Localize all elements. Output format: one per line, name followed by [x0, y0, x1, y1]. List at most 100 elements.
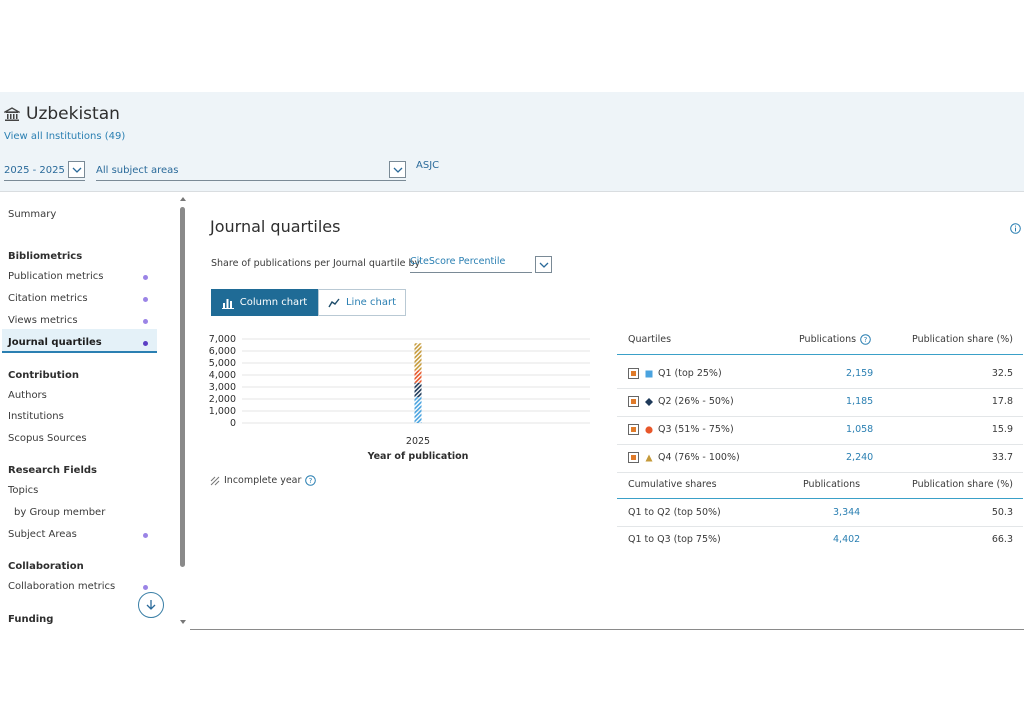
- row-label-q1: Q1 (top 25%): [658, 368, 722, 379]
- x-axis-title: Year of publication: [367, 451, 469, 462]
- help-icon[interactable]: ?: [305, 475, 317, 486]
- title-row: Uzbekistan: [4, 104, 120, 124]
- info-icon[interactable]: [1010, 223, 1021, 234]
- row-divider: [617, 526, 1023, 527]
- series-toggle-checkbox-q1[interactable]: [628, 368, 639, 379]
- subject-area-select[interactable]: All subject areas: [96, 161, 406, 181]
- sidebar-item-by-group-member[interactable]: by Group member: [14, 507, 106, 518]
- line-chart-icon: [328, 298, 340, 307]
- svg-text:?: ?: [864, 336, 868, 344]
- asjc-classification-link[interactable]: ASJC: [416, 160, 440, 171]
- sidebar-item-authors[interactable]: Authors: [8, 390, 47, 401]
- col-header-quartiles: Quartiles: [628, 334, 672, 345]
- row-pubs-q2[interactable]: 1,185: [846, 396, 874, 407]
- col-header-cum-publications: Publications: [803, 479, 861, 490]
- bottom-divider: [190, 629, 1024, 630]
- row-label-q4: Q4 (76% - 100%): [658, 452, 740, 463]
- view-all-institutions-link[interactable]: View all Institutions (49): [4, 131, 126, 142]
- percentile-dropdown[interactable]: [535, 256, 552, 273]
- series-toggle-checkbox-q4[interactable]: [628, 452, 639, 463]
- row-pubs-q3[interactable]: 1,058: [846, 424, 874, 435]
- cum-row-label: Q1 to Q2 (top 50%): [628, 507, 721, 518]
- row-share-q2: 17.8: [991, 396, 1013, 407]
- scroll-up-arrow[interactable]: [180, 197, 186, 201]
- percentile-value: CiteScore Percentile: [410, 256, 506, 267]
- y-tick-label: 0: [230, 418, 236, 429]
- y-tick-label: 6,000: [209, 346, 236, 357]
- sidebar-scrollbar[interactable]: [180, 207, 185, 567]
- sidebar-item-summary[interactable]: Summary: [8, 209, 57, 220]
- sidebar-item-institutions[interactable]: Institutions: [8, 411, 64, 422]
- share-description: Share of publications per Journal quarti…: [211, 258, 421, 269]
- subject-area-dropdown[interactable]: [389, 161, 406, 178]
- page-title: Uzbekistan: [26, 104, 120, 124]
- row-label-q2: Q2 (26% - 50%): [658, 396, 734, 407]
- sidebar-section-funding: Funding: [8, 614, 54, 625]
- sidebar-item-journal-quartiles[interactable]: Journal quartiles: [8, 337, 102, 348]
- y-tick-label: 7,000: [209, 334, 236, 345]
- bar-segment-q2[interactable]: [414, 382, 422, 398]
- svg-text:?: ?: [309, 477, 313, 485]
- column-chart-label: Column chart: [239, 297, 308, 308]
- bar-segment-q4[interactable]: [414, 343, 422, 371]
- q3-circle-marker: [645, 426, 653, 434]
- row-pubs-q1[interactable]: 2,159: [846, 368, 874, 379]
- y-tick-label: 1,000: [209, 406, 236, 417]
- row-divider: [617, 472, 1023, 473]
- sidebar-item-topics[interactable]: Topics: [8, 485, 39, 496]
- row-divider: [617, 388, 1023, 389]
- sidebar-item-subject-areas[interactable]: Subject Areas: [8, 529, 77, 540]
- chevron-down-icon: [393, 167, 402, 173]
- row-divider: [617, 416, 1023, 417]
- y-tick-label: 4,000: [209, 370, 236, 381]
- series-toggle-checkbox-q2[interactable]: [628, 396, 639, 407]
- institution-icon: [4, 107, 20, 121]
- line-chart-button[interactable]: Line chart: [318, 289, 406, 316]
- column-chart-button[interactable]: Column chart: [211, 289, 318, 316]
- chevron-down-icon: [539, 262, 548, 268]
- col-header-publications-label: Publications: [799, 334, 857, 345]
- indicator-dot: [143, 341, 148, 346]
- year-range-dropdown[interactable]: [68, 161, 85, 178]
- series-toggle-checkbox-q3[interactable]: [628, 424, 639, 435]
- col-header-cumulative: Cumulative shares: [628, 479, 717, 490]
- indicator-dot: [143, 297, 148, 302]
- row-share-q1: 32.5: [991, 368, 1013, 379]
- percentile-select[interactable]: CiteScore Percentile: [410, 256, 552, 273]
- y-tick-label: 2,000: [209, 394, 236, 405]
- x-tick-label: 2025: [406, 436, 430, 447]
- chevron-down-icon: [72, 167, 81, 173]
- sidebar-section-bibliometrics: Bibliometrics: [8, 251, 83, 262]
- bar-segment-q3[interactable]: [414, 370, 422, 383]
- header-divider: [617, 498, 1023, 499]
- institution-header: Uzbekistan View all Institutions (49) 20…: [0, 92, 1024, 192]
- cum-row-label: Q1 to Q3 (top 75%): [628, 534, 721, 545]
- scroll-down-button[interactable]: [138, 592, 164, 618]
- sidebar-section-research-fields: Research Fields: [8, 465, 98, 476]
- help-icon[interactable]: ?: [860, 334, 871, 345]
- section-title: Journal quartiles: [210, 217, 341, 236]
- cum-row-pubs[interactable]: 4,402: [833, 534, 861, 545]
- sidebar-section-contribution: Contribution: [8, 370, 79, 381]
- sidebar-item-collaboration-metrics[interactable]: Collaboration metrics: [8, 581, 116, 592]
- line-chart-label: Line chart: [345, 297, 396, 308]
- row-share-q3: 15.9: [991, 424, 1013, 435]
- sidebar-item-citation-metrics[interactable]: Citation metrics: [8, 293, 88, 304]
- indicator-dot: [143, 319, 148, 324]
- sidebar-item-scopus-sources[interactable]: Scopus Sources: [8, 433, 87, 444]
- row-pubs-q4[interactable]: 2,240: [846, 452, 874, 463]
- sidebar-item-publication-metrics[interactable]: Publication metrics: [8, 271, 104, 282]
- col-header-cum-share: Publication share (%): [912, 479, 1013, 490]
- bar-segment-q1[interactable]: [414, 397, 422, 423]
- indicator-dot: [143, 275, 148, 280]
- year-range-select[interactable]: 2025 - 2025: [4, 161, 85, 181]
- scroll-down-arrow[interactable]: [180, 620, 186, 624]
- sidebar-nav: Summary Bibliometrics Publication metric…: [0, 193, 190, 630]
- cum-row-share: 66.3: [991, 534, 1013, 545]
- cum-row-share: 50.3: [991, 507, 1013, 518]
- row-share-q4: 33.7: [991, 452, 1013, 463]
- subject-area-value: All subject areas: [96, 165, 179, 176]
- indicator-dot: [143, 533, 148, 538]
- sidebar-item-views-metrics[interactable]: Views metrics: [8, 315, 78, 326]
- cum-row-pubs[interactable]: 3,344: [833, 507, 861, 518]
